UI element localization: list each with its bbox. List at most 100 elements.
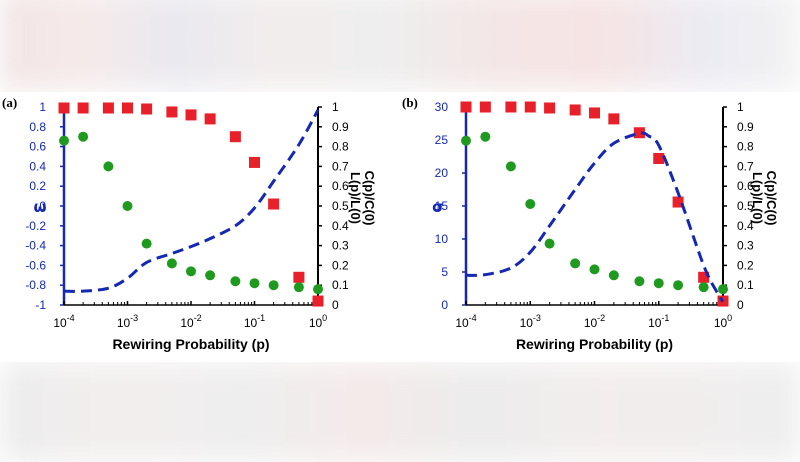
- data-point-circle: [122, 201, 133, 211]
- figure-strip: [0, 92, 800, 362]
- left-tick-label: 20: [435, 166, 449, 180]
- data-point-circle: [461, 135, 471, 146]
- x-tick-label: 10-3: [520, 313, 541, 330]
- x-tick-label: 10-2: [584, 313, 605, 330]
- left-tick-label: 25: [435, 133, 449, 147]
- data-point-circle: [673, 280, 684, 291]
- data-point-square: [653, 152, 665, 164]
- data-point-circle: [186, 266, 196, 277]
- x-tick-label: 100: [309, 313, 327, 330]
- data-point-circle: [249, 278, 260, 289]
- left-tick-label: 0.2: [29, 179, 46, 193]
- right-axis-title-top: C(p)/C(0): [362, 171, 377, 226]
- right-tick-label: 1: [737, 100, 744, 114]
- x-tick-exponent: -4: [67, 313, 75, 323]
- data-point-square: [608, 113, 620, 125]
- data-point-square: [293, 271, 305, 283]
- data-point-circle: [141, 238, 152, 249]
- x-tick-label: 10-3: [117, 313, 138, 330]
- right-tick-label: 0.7: [737, 159, 754, 173]
- data-point-circle: [205, 270, 216, 281]
- x-tick-exponent: -1: [661, 313, 669, 323]
- left-tick-label: 30: [435, 100, 449, 114]
- x-axis-title: Rewiring Probability (p): [112, 336, 269, 352]
- right-tick-label: 0.2: [737, 258, 754, 272]
- x-tick-exponent: 0: [322, 313, 327, 323]
- data-point-square: [312, 295, 324, 307]
- x-tick-label: 10-2: [180, 313, 201, 330]
- right-axis-title: C(p)/C(0)L(p)/L(0): [750, 171, 779, 226]
- panel-label: (b): [402, 95, 418, 110]
- right-tick-label: 0.1: [737, 278, 754, 292]
- panel-label: (a): [2, 95, 17, 110]
- left-tick-label: 15: [435, 199, 449, 213]
- left-tick-label: 0.6: [29, 140, 46, 154]
- data-point-square: [672, 196, 684, 208]
- right-tick-label: 0.3: [737, 239, 754, 253]
- data-point-square: [249, 156, 260, 168]
- x-axis-title: Rewiring Probability (p): [516, 336, 673, 352]
- x-tick-exponent: -1: [257, 313, 265, 323]
- x-tick-base: 10: [714, 316, 728, 330]
- data-point-square: [77, 102, 89, 114]
- left-tick-label: 0.8: [29, 120, 46, 134]
- series-line-σ: [465, 131, 725, 303]
- right-tick-label: 0.5: [737, 199, 754, 213]
- left-tick-label: 0.4: [29, 159, 46, 173]
- data-point-square: [569, 104, 581, 116]
- left-tick-label: -1: [35, 298, 46, 312]
- right-axis-title-bottom: L(p)/L(0): [750, 172, 765, 224]
- data-point-circle: [718, 284, 728, 295]
- data-point-circle: [634, 276, 645, 287]
- data-point-square: [479, 101, 491, 113]
- right-axis-title: C(p)/C(0)L(p)/L(0): [348, 171, 377, 226]
- left-tick-label: 0: [441, 298, 448, 312]
- x-tick-label: 10-1: [648, 313, 669, 330]
- right-tick-label: 0.6: [737, 179, 754, 193]
- data-point-circle: [293, 282, 304, 293]
- left-tick-label: 5: [441, 265, 448, 279]
- x-tick-exponent: -3: [130, 313, 138, 323]
- data-point-square: [460, 101, 472, 113]
- x-tick-label: 10-4: [455, 313, 476, 330]
- left-tick-label: 1: [39, 100, 46, 114]
- right-axis-title-top: C(p)/C(0): [764, 171, 779, 226]
- x-tick-exponent: -4: [469, 313, 477, 323]
- right-tick-label: 0.8: [332, 140, 349, 154]
- data-point-square: [58, 102, 70, 114]
- x-tick-label: 100: [714, 313, 732, 330]
- data-point-square: [185, 109, 197, 121]
- data-point-square: [524, 101, 536, 113]
- right-axis-title-bottom: L(p)/L(0): [348, 172, 363, 224]
- right-tick-label: 0.9: [332, 120, 349, 134]
- data-point-circle: [268, 280, 279, 291]
- series-line-ω: [63, 109, 320, 293]
- blurred-background-top: [0, 0, 800, 90]
- data-point-circle: [608, 270, 619, 281]
- x-tick-label: 10-4: [53, 313, 74, 330]
- x-tick-base: 10: [309, 316, 323, 330]
- left-axis-title: σ: [432, 198, 444, 216]
- right-tick-label: 0.3: [332, 239, 349, 253]
- data-point-square: [544, 102, 556, 114]
- x-tick-base: 10: [584, 316, 598, 330]
- left-tick-label: -0.8: [25, 278, 46, 292]
- right-tick-label: 0.8: [737, 140, 754, 154]
- data-point-square: [633, 127, 645, 139]
- right-tick-label: 0.7: [332, 159, 349, 173]
- data-point-square: [102, 102, 114, 114]
- x-tick-base: 10: [53, 316, 67, 330]
- right-tick-label: 1: [332, 100, 339, 114]
- x-tick-base: 10: [244, 316, 258, 330]
- x-tick-base: 10: [455, 316, 469, 330]
- data-point-square: [589, 107, 600, 119]
- data-point-circle: [525, 199, 536, 210]
- right-tick-label: 0: [737, 298, 744, 312]
- right-tick-label: 0.1: [332, 278, 349, 292]
- right-tick-label: 0.4: [332, 219, 349, 233]
- panel-b: (b) 30 25 20 15 10 5 0 σ 1 0.9 0.8 0.7 0.6 0.5 0.4 0.3 0.…: [402, 95, 779, 352]
- blurred-background-bottom: [0, 362, 800, 462]
- data-point-circle: [166, 258, 177, 269]
- right-tick-label: 0.9: [737, 120, 754, 134]
- right-tick-label: 0.6: [332, 179, 349, 193]
